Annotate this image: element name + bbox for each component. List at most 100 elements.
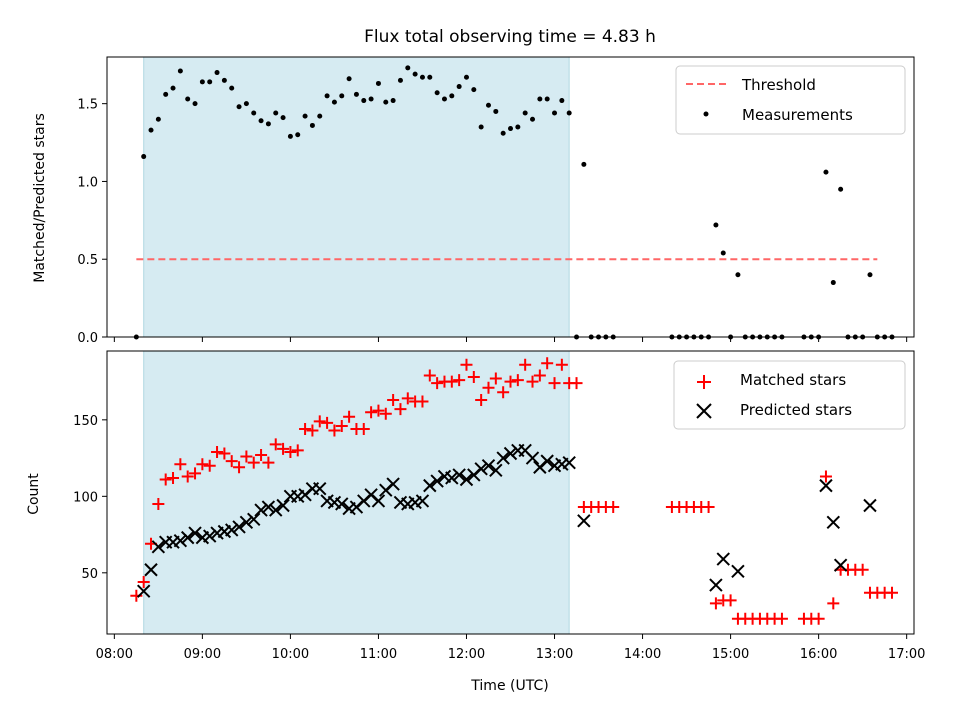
matched-star-marker [548, 377, 561, 390]
bottom-legend-box [673, 360, 906, 430]
top-legend: Threshold Measurements [675, 65, 906, 135]
measurement-point [471, 87, 477, 93]
matched-star-marker [519, 358, 532, 371]
matched-star-marker [702, 501, 715, 514]
measurement-point [383, 99, 389, 105]
predicted-star-marker [136, 584, 151, 598]
measurement-point [434, 90, 440, 96]
predicted-star-marker [503, 446, 518, 461]
matched-star-marker [387, 393, 400, 406]
matched-star-marker [328, 424, 341, 437]
measurement-point [258, 118, 264, 124]
predicted-star-marker [180, 530, 195, 545]
matched-star-marker [819, 470, 832, 483]
matched-star-marker [885, 586, 898, 599]
predicted-star-marker [276, 498, 290, 513]
measurement-point [141, 154, 147, 160]
legend-predicted-swatch [696, 403, 712, 419]
x-tick-label: 17:00 [888, 647, 925, 662]
bottom-y-tick-label: 100 [73, 490, 98, 505]
legend-matched-label: Matched stars [740, 371, 846, 389]
measurement-point [449, 93, 455, 99]
top-y-tick-label: 1.0 [77, 175, 98, 190]
matched-star-marker [189, 467, 202, 480]
matched-star-marker [269, 438, 282, 451]
x-axis-label: Time (UTC) [470, 678, 548, 694]
x-tick-label: 15:00 [712, 647, 749, 662]
measurement-point [280, 115, 286, 121]
matched-star-marker [181, 470, 194, 483]
matched-star-marker [335, 419, 348, 432]
bottom-observing-span [143, 350, 570, 635]
matched-star-marker [291, 444, 304, 457]
measurement-point [339, 93, 345, 99]
predicted-star-marker [371, 494, 386, 508]
matched-star-marker [137, 575, 150, 588]
measurement-point [441, 96, 447, 102]
matched-star-marker [526, 375, 539, 388]
matched-star-marker [460, 358, 473, 371]
measurement-point [823, 169, 829, 175]
predicted-star-marker [731, 564, 745, 578]
measurement-point [559, 98, 565, 104]
predicted-star-marker [239, 515, 254, 530]
measurement-point [331, 99, 337, 105]
predicted-star-marker [445, 471, 459, 485]
measurement-point [317, 113, 323, 119]
measurement-point [463, 74, 469, 80]
measurement-point [287, 133, 293, 139]
legend-matched-swatch [697, 375, 711, 389]
top-observing-span [143, 56, 570, 338]
matched-star-marker [211, 445, 224, 458]
bottom-y-tick-label: 50 [81, 567, 98, 582]
matched-star-marker [247, 456, 260, 469]
measurement-point [552, 110, 558, 116]
measurement-point [236, 104, 242, 110]
predicted-star-marker [833, 558, 848, 572]
matched-star-marker [541, 357, 554, 370]
top-x-ticks [113, 337, 908, 342]
predicted-star-marker [423, 478, 437, 493]
measurement-point [530, 116, 536, 122]
measurement-point [273, 110, 279, 116]
matched-star-marker [533, 369, 546, 382]
predicted-star-marker [496, 451, 510, 465]
matched-star-marker [570, 377, 583, 390]
matched-star-marker [467, 371, 480, 384]
predicted-star-marker [203, 529, 217, 543]
predicted-star-marker [173, 533, 188, 548]
predicted-star-marker [540, 454, 554, 468]
measurement-point [163, 91, 169, 97]
legend-threshold-label: Threshold [741, 76, 816, 94]
measurement-point [735, 272, 741, 278]
predicted-star-marker [232, 520, 246, 534]
predicted-star-marker [863, 498, 877, 513]
measurement-point [353, 91, 359, 97]
measurement-point [243, 101, 249, 107]
predicted-star-marker [452, 468, 466, 482]
measurement-point [838, 186, 844, 192]
matched-star-marker [306, 424, 319, 437]
matched-star-marker [225, 455, 238, 468]
matched-star-marker [379, 407, 392, 420]
bottom-y-ticks: 50 100 150 [73, 414, 107, 582]
matched-star-marker [262, 456, 275, 469]
predicted-star-marker [269, 503, 283, 517]
matched-star-marker [365, 406, 378, 419]
x-tick-label: 16:00 [800, 647, 837, 662]
matched-star-marker [159, 473, 172, 486]
measurement-point [221, 77, 227, 83]
predicted-star-marker [430, 474, 444, 488]
predicted-star-marker [525, 451, 540, 465]
top-plot-frame [106, 56, 915, 338]
x-tick-label: 14:00 [624, 647, 661, 662]
matched-star-marker [321, 416, 334, 429]
bottom-plot-frame [106, 350, 915, 635]
x-tick-label: 10:00 [272, 647, 309, 662]
measurement-point [390, 98, 396, 104]
matched-star-marker [555, 358, 568, 371]
measurement-point [155, 116, 161, 122]
legend-predicted-label: Predicted stars [740, 401, 852, 419]
predicted-star-marker [254, 503, 268, 517]
measurement-point [456, 84, 462, 90]
